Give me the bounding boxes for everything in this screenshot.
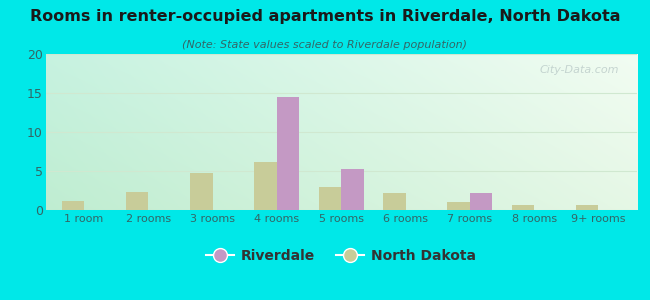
Bar: [576, 205, 599, 210]
Bar: [190, 173, 213, 210]
Bar: [277, 97, 300, 210]
Legend: Riverdale, North Dakota: Riverdale, North Dakota: [201, 244, 482, 268]
Bar: [62, 201, 84, 210]
Bar: [318, 187, 341, 210]
Bar: [470, 193, 492, 210]
Bar: [254, 162, 277, 210]
Bar: [341, 169, 364, 210]
Bar: [512, 205, 534, 210]
Bar: [126, 192, 148, 210]
Text: Rooms in renter-occupied apartments in Riverdale, North Dakota: Rooms in renter-occupied apartments in R…: [30, 9, 620, 24]
Text: (Note: State values scaled to Riverdale population): (Note: State values scaled to Riverdale …: [183, 40, 467, 50]
Bar: [447, 202, 470, 210]
Text: City-Data.com: City-Data.com: [540, 65, 619, 75]
Bar: [383, 193, 406, 210]
